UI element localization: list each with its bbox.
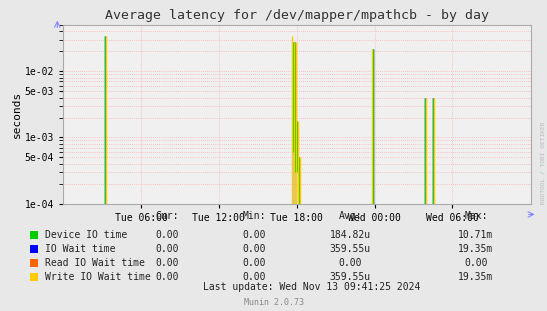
Text: Last update: Wed Nov 13 09:41:25 2024: Last update: Wed Nov 13 09:41:25 2024 bbox=[203, 282, 421, 292]
Text: Write IO Wait time: Write IO Wait time bbox=[45, 272, 150, 282]
Text: 0.00: 0.00 bbox=[339, 258, 362, 268]
Text: Avg:: Avg: bbox=[339, 211, 362, 221]
Text: Munin 2.0.73: Munin 2.0.73 bbox=[243, 298, 304, 307]
Text: 0.00: 0.00 bbox=[243, 258, 266, 268]
Text: 0.00: 0.00 bbox=[243, 244, 266, 254]
Text: Max:: Max: bbox=[464, 211, 487, 221]
Text: 0.00: 0.00 bbox=[155, 272, 178, 282]
Text: IO Wait time: IO Wait time bbox=[45, 244, 115, 254]
Text: Read IO Wait time: Read IO Wait time bbox=[45, 258, 145, 268]
Text: 19.35m: 19.35m bbox=[458, 272, 493, 282]
Text: RRDTOOL / TOBI OETIKER: RRDTOOL / TOBI OETIKER bbox=[540, 121, 546, 204]
Text: 10.71m: 10.71m bbox=[458, 230, 493, 240]
Text: Min:: Min: bbox=[243, 211, 266, 221]
Text: Cur:: Cur: bbox=[155, 211, 178, 221]
Text: 0.00: 0.00 bbox=[243, 272, 266, 282]
Text: 359.55u: 359.55u bbox=[329, 272, 371, 282]
Text: 19.35m: 19.35m bbox=[458, 244, 493, 254]
Text: 184.82u: 184.82u bbox=[329, 230, 371, 240]
Title: Average latency for /dev/mapper/mpathcb - by day: Average latency for /dev/mapper/mpathcb … bbox=[104, 9, 489, 22]
Text: 0.00: 0.00 bbox=[155, 230, 178, 240]
Text: 0.00: 0.00 bbox=[155, 258, 178, 268]
Text: 0.00: 0.00 bbox=[464, 258, 487, 268]
Text: Device IO time: Device IO time bbox=[45, 230, 127, 240]
Y-axis label: seconds: seconds bbox=[11, 91, 22, 138]
Text: 359.55u: 359.55u bbox=[329, 244, 371, 254]
Text: 0.00: 0.00 bbox=[155, 244, 178, 254]
Text: 0.00: 0.00 bbox=[243, 230, 266, 240]
